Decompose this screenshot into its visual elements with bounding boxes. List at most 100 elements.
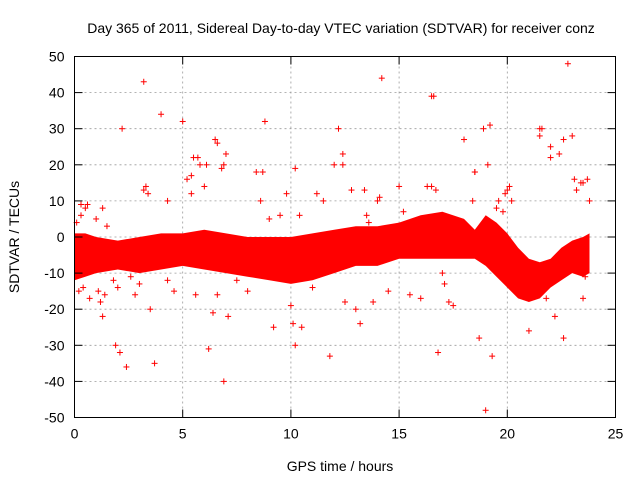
outlier-point (357, 320, 364, 327)
y-tick-label: -30 (44, 337, 64, 353)
spike-point (502, 190, 509, 197)
outlier-point (461, 136, 468, 143)
outlier-point (77, 212, 84, 219)
outlier-point (116, 349, 123, 356)
spike-point (313, 190, 320, 197)
spike-point (376, 194, 383, 201)
outlier-point (164, 277, 171, 284)
outlier-point (396, 183, 403, 190)
y-tick-label: -20 (44, 301, 64, 317)
outlier-point (123, 363, 130, 370)
y-tick-label: 50 (49, 49, 65, 65)
outlier-point (132, 291, 139, 298)
outlier-point (580, 295, 587, 302)
outlier-point (298, 324, 305, 331)
spike-point (203, 161, 210, 168)
outlier-point (320, 197, 327, 204)
outlier-point (192, 291, 199, 298)
y-axis-label: SDTVAR / TECUs (6, 181, 22, 293)
outlier-point (536, 132, 543, 139)
outlier-point (508, 197, 515, 204)
outlier-point (469, 197, 476, 204)
outlier-point (378, 75, 385, 82)
y-tick-label: 40 (49, 85, 65, 101)
outlier-point (365, 219, 372, 226)
y-tick-label: -10 (44, 265, 64, 281)
outlier-point (400, 208, 407, 215)
outlier-point (171, 288, 178, 295)
spike-point (536, 125, 543, 132)
outlier-point (283, 190, 290, 197)
outlier-point (222, 150, 229, 157)
outlier-point (225, 313, 232, 320)
outlier-point (84, 201, 91, 208)
outlier-point (201, 183, 208, 190)
outlier-point (560, 335, 567, 342)
outlier-point (103, 223, 110, 230)
outlier-point (521, 262, 528, 269)
outlier-point (197, 161, 204, 168)
spike-point (259, 169, 266, 176)
spike-point (506, 183, 513, 190)
axis-ticks (74, 56, 616, 418)
outlier-point (476, 335, 483, 342)
outlier-point (95, 288, 102, 295)
x-tick-label: 20 (500, 426, 516, 442)
outlier-point (179, 118, 186, 125)
outlier-point (145, 190, 152, 197)
outlier-point (569, 132, 576, 139)
outlier-point (326, 353, 333, 360)
spike-point (164, 197, 171, 204)
outlier-point (158, 111, 165, 118)
outlier-point (93, 215, 100, 222)
outlier-point (348, 187, 355, 194)
outlier-point (82, 205, 89, 212)
x-tick-label: 10 (283, 426, 299, 442)
outlier-point (489, 353, 496, 360)
y-tick-label: 0 (57, 229, 65, 245)
y-tick-label: 30 (49, 121, 65, 137)
outlier-point (119, 125, 126, 132)
outlier-point (296, 212, 303, 219)
spike-point (560, 136, 567, 143)
outlier-point (441, 280, 448, 287)
spike-point (580, 179, 587, 186)
outlier-point (385, 288, 392, 295)
outlier-point (439, 270, 446, 277)
outlier-point (142, 183, 149, 190)
y-tick-label: -40 (44, 373, 64, 389)
outlier-point (244, 288, 251, 295)
outlier-point (573, 187, 580, 194)
outlier-point (218, 165, 225, 172)
spike-point (188, 172, 195, 179)
outlier-point (430, 93, 437, 100)
spike-point (547, 143, 554, 150)
spike-point (220, 161, 227, 168)
outlier-point (212, 136, 219, 143)
outlier-point (417, 295, 424, 302)
spike-point (361, 187, 368, 194)
outlier-point (551, 313, 558, 320)
outlier-point (493, 205, 500, 212)
outlier-point (209, 309, 216, 316)
outlier-point (342, 298, 348, 305)
outlier-point (214, 291, 221, 298)
y-tick-label: 20 (49, 157, 65, 173)
outlier-point (584, 176, 591, 183)
x-tick-label: 15 (391, 426, 407, 442)
outlier-point (261, 118, 268, 125)
outlier-point (432, 187, 439, 194)
outlier-point (435, 349, 442, 356)
outlier-point (101, 291, 108, 298)
outlier-point (205, 345, 212, 352)
outlier-point (140, 78, 147, 85)
outlier-point (556, 150, 563, 157)
chart-title: Day 365 of 2011, Sidereal Day-to-day VTE… (87, 20, 595, 36)
outlier-point (482, 407, 489, 414)
outlier-point (582, 273, 589, 280)
x-tick-label: 25 (608, 426, 624, 442)
outlier-point (287, 302, 294, 309)
spike-point (471, 169, 478, 176)
outlier-point (504, 187, 511, 194)
